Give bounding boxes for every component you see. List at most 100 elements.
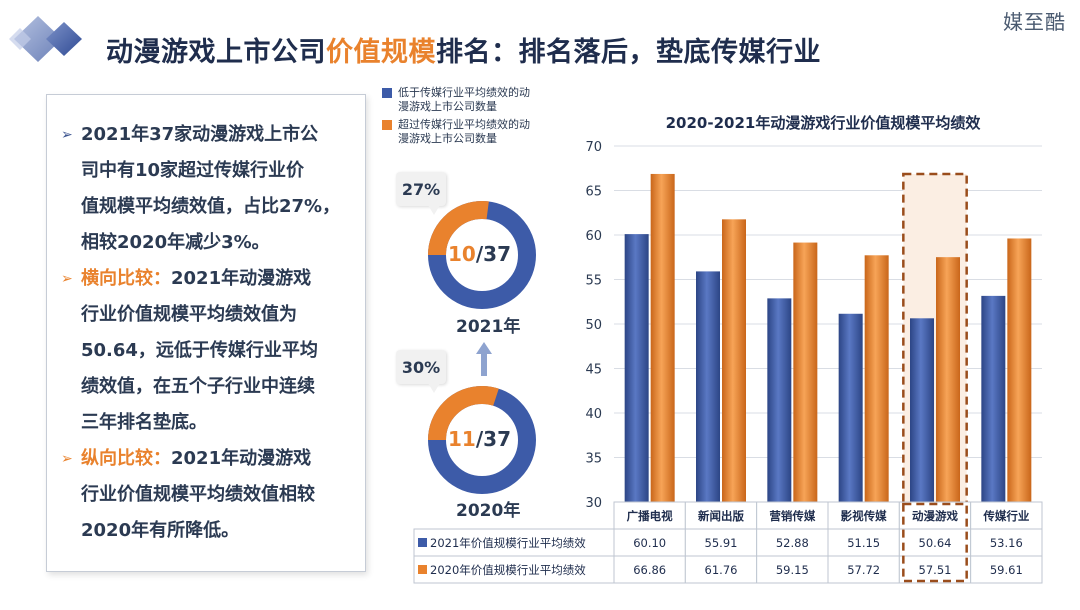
- bar-chart: 30 35 40 45 50 55 60 65 70 广播电视 新闻出版 营销传媒 影视传媒 动漫游戏 传媒…: [413, 140, 1043, 584]
- y-tick-label: 40: [585, 407, 602, 422]
- bullet-1-line: 司中有10家超过传媒行业价: [81, 160, 305, 181]
- table-cell: [684, 528, 758, 557]
- data-value-label: 59.15: [776, 563, 809, 577]
- category-label: 动漫游戏: [912, 509, 958, 523]
- title-part-1: 动漫游戏上市公司: [106, 37, 326, 68]
- bullet-2-line: 绩效值，在五个子行业中连续: [81, 376, 315, 397]
- legend-swatch-orange: [382, 120, 392, 130]
- year-label-2020: 2020年: [456, 501, 521, 521]
- bullet-1-line: 相较2020年减少3%。: [81, 232, 270, 253]
- y-tick-label: 35: [585, 452, 602, 467]
- page-title: 动漫游戏上市公司价值规模排名：排名落后，垫底传媒行业: [106, 30, 821, 69]
- bullet-2-line: 行业价值规模平均绩效值为: [81, 304, 297, 325]
- table-cell: [898, 555, 972, 584]
- pct-bubble-2020: 30%: [396, 350, 446, 393]
- category-label: 营销传媒: [769, 509, 815, 523]
- table-cell: [613, 555, 686, 584]
- bullet-2-line: 50.64，远低于传媒行业平均: [81, 340, 318, 361]
- table-cell: [970, 528, 1043, 557]
- bar-2021: [767, 298, 792, 502]
- bullet-2-keyword: 横向比较：: [81, 268, 171, 289]
- pct-bubble-2021: 27%: [396, 172, 446, 215]
- bar-2021: [910, 318, 934, 502]
- bullet-1-line: 值规模平均绩效值，占比27%，: [81, 196, 341, 217]
- legend-swatch-blue: [382, 88, 392, 98]
- up-arrow-icon: [476, 342, 492, 376]
- donut-total: /37: [475, 242, 511, 266]
- bullet-2: ➢ 横向比较：2021年动漫游戏 行业价值规模平均绩效值为 50.64，远低于传…: [61, 261, 351, 441]
- bar-2021: [696, 271, 720, 502]
- data-value-label: 59.61: [990, 563, 1023, 577]
- chart-title: 2020-2021年动漫游戏行业价值规模平均绩效: [665, 114, 981, 132]
- title-highlight: 价值规模: [326, 37, 436, 68]
- bullet-2-first: 2021年动漫游戏: [171, 268, 312, 289]
- data-value-label: 51.15: [847, 536, 880, 550]
- bullet-3-line: 行业价值规模平均绩效值相较: [81, 484, 315, 505]
- bullet-3-first: 2021年动漫游戏: [171, 448, 312, 469]
- bullet-3: ➢ 纵向比较：2021年动漫游戏 行业价值规模平均绩效值相较 2020年有所降低…: [61, 441, 351, 549]
- data-value-label: 57.51: [919, 563, 952, 577]
- bar-2021: [981, 295, 1006, 502]
- y-tick-label: 60: [585, 229, 602, 244]
- bar-2020: [936, 257, 960, 502]
- y-tick-label: 65: [585, 185, 602, 200]
- data-value-label: 57.72: [847, 563, 880, 577]
- y-tick-label: 70: [585, 140, 602, 155]
- data-value-label: 66.86: [633, 563, 666, 577]
- legend-text: 漫游戏上市公司数量: [398, 132, 497, 145]
- table-cell: [970, 555, 1043, 584]
- series-label: 2021年价值规模行业平均绩效: [430, 536, 586, 550]
- bar-2020: [793, 242, 818, 502]
- bullet-3-line: 2020年有所降低。: [81, 520, 240, 541]
- donut-total: /37: [475, 427, 511, 451]
- table-header-cell: [827, 501, 900, 530]
- data-value-label: 50.64: [919, 536, 952, 550]
- legend-text: 超过传媒行业平均绩效的动: [398, 118, 530, 131]
- y-tick-label: 30: [585, 496, 602, 511]
- table-header-cell: [970, 501, 1043, 530]
- donut-center-2021: 10/37: [448, 242, 511, 266]
- table-header-cell: [613, 501, 686, 530]
- donut-chart-2020: [428, 386, 536, 494]
- bar-2020: [864, 255, 889, 502]
- donut-center-2020: 11/37: [448, 427, 511, 451]
- donut-legend: 低于传媒行业平均绩效的动 漫游戏上市公司数量 超过传媒行业平均绩效的动 漫游戏上市公…: [382, 86, 582, 150]
- bullet-arrow-icon: ➢: [61, 451, 73, 467]
- title-part-3: 排名：排名落后，垫底传媒行业: [436, 37, 821, 68]
- table-header-cell: [898, 501, 972, 530]
- y-tick-label: 50: [585, 318, 602, 333]
- donut-ring-above: [428, 201, 536, 309]
- bullet-arrow-icon: ➢: [61, 271, 73, 287]
- y-tick-label: 45: [585, 363, 602, 378]
- table-cell: [756, 555, 829, 584]
- data-value-label: 55.91: [705, 536, 738, 550]
- bullet-2-line: 三年排名垫底。: [81, 412, 207, 433]
- table-cell: [684, 555, 758, 584]
- bullet-1: ➢ 2021年37家动漫游戏上市公 司中有10家超过传媒行业价 值规模平均绩效值…: [61, 117, 351, 261]
- legend-swatch: [418, 538, 427, 547]
- table-row-label-cell: [413, 528, 615, 557]
- year-label-2021: 2021年: [456, 317, 521, 337]
- table-row-label-cell: [413, 555, 615, 584]
- category-label: 传媒行业: [982, 509, 1029, 523]
- data-value-label: 60.10: [633, 536, 666, 550]
- bar-2020: [1007, 238, 1032, 502]
- data-value-label: 52.88: [776, 536, 809, 550]
- bullet-arrow-icon: ➢: [61, 127, 73, 143]
- legend-item-above: 超过传媒行业平均绩效的动 漫游戏上市公司数量: [382, 118, 582, 146]
- bar-2020: [722, 219, 746, 502]
- donut-ring-above: [428, 386, 536, 494]
- donut-above-count: 11: [448, 427, 476, 451]
- category-label: 影视传媒: [841, 509, 887, 523]
- donut-above-count: 10: [448, 242, 476, 266]
- legend-swatch: [418, 565, 427, 574]
- category-label: 广播电视: [627, 509, 673, 523]
- bar-2021: [838, 313, 863, 502]
- bullet-3-keyword: 纵向比较：: [81, 448, 171, 469]
- legend-text: 低于传媒行业平均绩效的动: [398, 86, 530, 99]
- bar-2021: [624, 234, 649, 503]
- bar-2020: [650, 173, 675, 503]
- data-value-label: 53.16: [990, 536, 1023, 550]
- legend-item-below: 低于传媒行业平均绩效的动 漫游戏上市公司数量: [382, 86, 582, 114]
- series-label: 2020年价值规模行业平均绩效: [430, 563, 586, 577]
